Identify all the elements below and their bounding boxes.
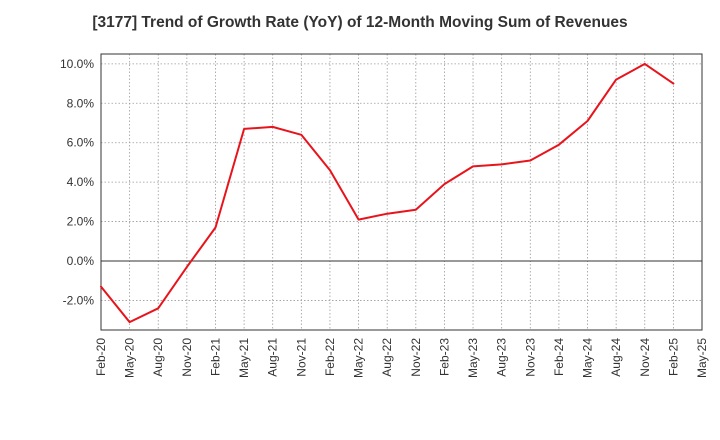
- x-tick-label: Nov-21: [294, 338, 308, 377]
- plot-frame: [100, 53, 703, 331]
- y-tick-label: 10.0%: [60, 57, 94, 71]
- series-layer: [100, 62, 675, 324]
- x-tick-label: Aug-21: [266, 338, 280, 377]
- axes: [100, 53, 703, 331]
- x-tick-label: Feb-22: [323, 338, 337, 376]
- y-tick-label: 4.0%: [67, 175, 95, 189]
- x-tick-label: May-22: [352, 338, 366, 378]
- x-tick-label: May-23: [466, 338, 480, 378]
- y-tick-label: 6.0%: [67, 136, 95, 150]
- x-tick-label: May-25: [695, 338, 709, 378]
- x-axis-ticks: Feb-20 May-20 Aug-20 Nov-20 Feb-21 May-21 Aug-…: [94, 338, 709, 378]
- y-tick-label: 8.0%: [67, 96, 95, 110]
- x-tick-label: May-24: [581, 338, 595, 378]
- y-tick-label: 2.0%: [67, 215, 95, 229]
- x-tick-label: Nov-20: [180, 338, 194, 377]
- x-tick-label: May-20: [123, 338, 137, 378]
- x-tick-label: Nov-23: [523, 338, 537, 377]
- x-tick-label: Feb-25: [666, 338, 680, 376]
- x-tick-label: Aug-24: [609, 338, 623, 377]
- y-tick-label: -2.0%: [63, 293, 95, 307]
- x-tick-label: Aug-23: [495, 338, 509, 377]
- series-line: [100, 62, 675, 324]
- x-tick-label: Feb-20: [94, 338, 108, 376]
- x-tick-label: Aug-22: [380, 338, 394, 377]
- x-tick-label: Feb-23: [437, 338, 451, 376]
- grid-lines: [100, 54, 703, 330]
- y-axis-ticks: -2.0% 0.0% 2.0% 4.0% 6.0% 8.0% 10.0%: [60, 57, 94, 308]
- x-tick-label: Nov-24: [638, 338, 652, 377]
- x-tick-label: Feb-24: [552, 338, 566, 376]
- x-tick-label: Nov-22: [409, 338, 423, 377]
- x-tick-label: Aug-20: [151, 338, 165, 377]
- x-tick-label: Feb-21: [208, 338, 222, 376]
- chart-title: [3177] Trend of Growth Rate (YoY) of 12-…: [92, 14, 628, 31]
- y-tick-label: 0.0%: [67, 254, 95, 268]
- x-tick-label: May-21: [237, 338, 251, 378]
